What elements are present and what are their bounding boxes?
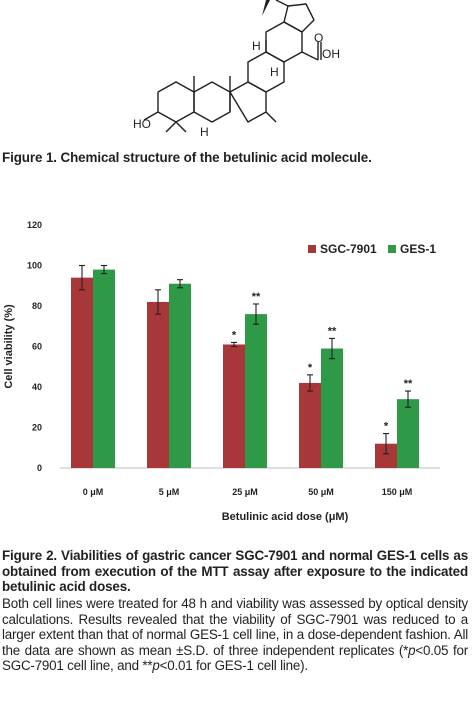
legend-label-sgc-7901: SGC-7901 [320,242,377,256]
legend-swatch-sgc-7901 [308,245,316,253]
bar-sgc-7901 [71,277,93,468]
x-tick-label: 5 μM [159,487,180,497]
chart-labels: Cell viability (%) Betulinic acid dose (μ… [3,291,413,523]
y-tick-label: 80 [32,301,42,311]
x-tick-label: 0 μM [83,487,104,497]
body-p-italic-2: p [152,658,160,674]
chart-bars [71,264,419,468]
bar-sgc-7901 [147,301,169,468]
x-tick-label: 50 μM [308,487,334,497]
x-tick-label: 150 μM [382,487,413,497]
bar-sgc-7901 [299,382,321,468]
bar-ges-1 [93,269,115,468]
y-tick-label: 40 [32,382,42,392]
y-axis-title: Cell viability (%) [3,304,15,389]
y-tick-label: 60 [32,342,42,352]
body-text-3: <0.01 for GES-1 cell line). [159,658,308,674]
significance-mark: ** [252,291,261,303]
acid-oh-label: OH [322,47,340,61]
x-axis-title: Betulinic acid dose (μM) [222,511,349,523]
figure1-caption: Figure 1. Chemical structure of the betu… [2,150,372,165]
bar-ges-1 [397,399,419,468]
significance-mark: * [384,421,389,433]
bar-sgc-7901 [375,443,397,468]
h-bottom-label: H [200,125,209,139]
significance-mark: ** [328,325,337,337]
significance-mark: ** [404,378,413,390]
betulinic-acid-structure: HO OH O H H H [133,0,340,139]
bar-ges-1 [245,314,267,468]
bar-ges-1 [169,283,191,468]
body-text-1: Both cell lines were treated for 48 h an… [2,596,468,658]
bar-ges-1 [321,348,343,468]
legend-swatch-ges-1 [388,245,396,253]
body-p-italic-1: p [408,642,416,658]
figure2-caption: Figure 2. Viabilities of gastric cancer … [2,548,468,595]
chart-legend: SGC-7901 GES-1 [308,242,436,256]
significance-mark: * [308,362,313,374]
acid-o-label: O [314,31,323,45]
y-tick-label: 100 [27,261,42,271]
y-tick-label: 0 [37,463,42,473]
legend-label-ges-1: GES-1 [400,242,436,256]
body-text-2: <0.05 for SGC-7901 cell line, and ** [2,642,468,674]
bar-sgc-7901 [223,344,245,468]
h-top-label: H [252,39,261,53]
y-tick-label: 20 [32,423,42,433]
significance-mark: * [232,329,237,341]
hydroxyl-label: HO [133,117,151,131]
h-mid-label: H [270,65,279,79]
viability-bar-chart: 0 20 40 60 80 100 120 Cell viability (%) Betuli… [3,220,440,523]
x-tick-label: 25 μM [232,487,258,497]
figure2-body: Both cell lines were treated for 48 h an… [2,596,468,674]
y-tick-label: 120 [27,220,42,230]
